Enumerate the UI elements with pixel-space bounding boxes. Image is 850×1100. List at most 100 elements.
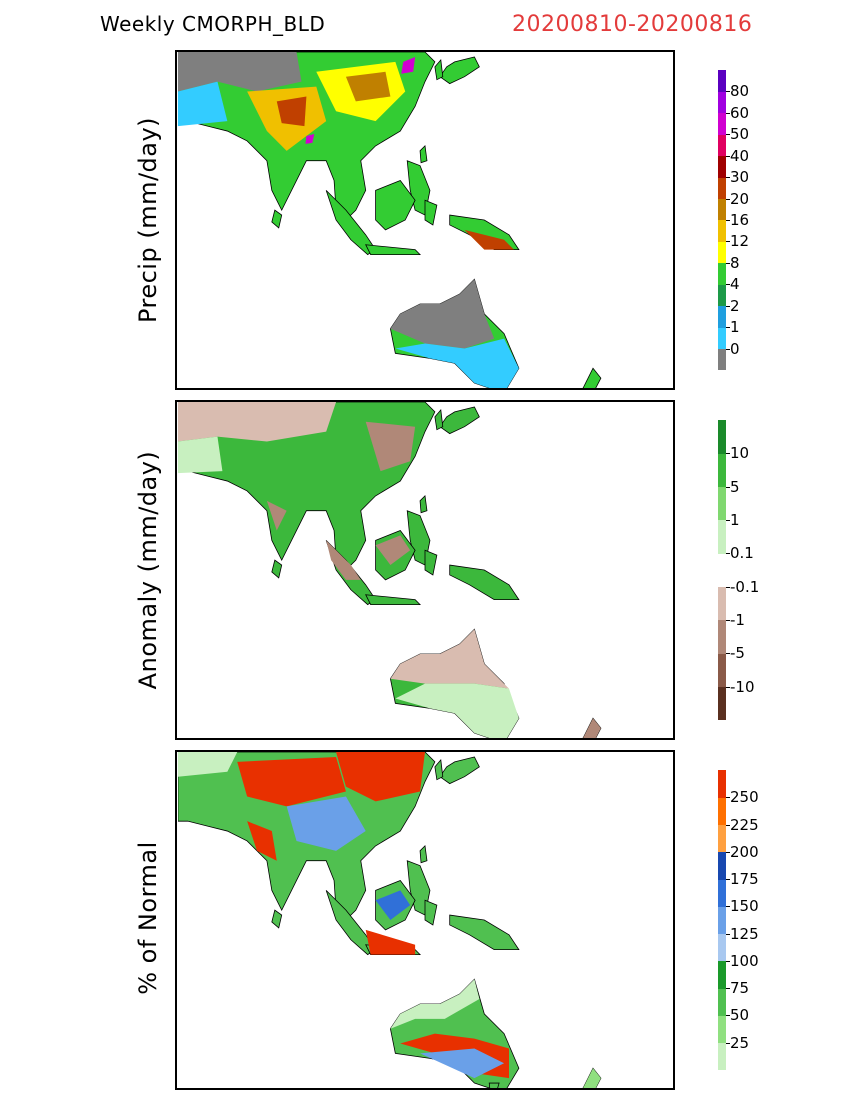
- colorbar-label: 8: [730, 253, 740, 272]
- colorbar-tick: [726, 960, 730, 962]
- panel-2-ylabel: Anomaly (mm/day): [134, 450, 162, 690]
- percent-normal-map-panel: [175, 750, 675, 1090]
- colorbar-swatch: [718, 553, 726, 588]
- colorbar-tick: [726, 284, 730, 286]
- colorbar-label: 10: [730, 444, 750, 463]
- colorbar-swatch: [718, 906, 726, 935]
- colorbar-label: 75: [730, 979, 750, 998]
- colorbar-label: 20: [730, 189, 750, 208]
- percent-normal-map: [177, 752, 673, 1088]
- colorbar-swatch: [718, 198, 726, 221]
- colorbar-tick: [726, 653, 730, 655]
- colorbar-label: 1: [730, 318, 740, 337]
- colorbar-swatch: [718, 1042, 726, 1071]
- colorbar-swatch: [718, 91, 726, 114]
- colorbar-tick: [726, 486, 730, 488]
- colorbar-label: 1: [730, 511, 740, 529]
- colorbar-tick: [726, 851, 730, 853]
- colorbar-label: 150: [730, 897, 759, 916]
- colorbar-tick: [726, 988, 730, 990]
- colorbar-label: 0: [730, 339, 740, 358]
- colorbar-swatch: [718, 134, 726, 157]
- colorbar-swatch: [718, 155, 726, 178]
- colorbar-label: 225: [730, 815, 759, 834]
- colorbar-swatch: [718, 70, 726, 92]
- colorbar-swatch: [718, 348, 726, 371]
- colorbar-swatch: [718, 960, 726, 989]
- colorbar-tick: [726, 91, 730, 93]
- colorbar-label: 5: [730, 477, 740, 496]
- anomaly-colorbar: [718, 420, 730, 721]
- colorbar-label: 50: [730, 1006, 750, 1025]
- colorbar-swatch: [718, 586, 726, 621]
- colorbar-label: 0.1: [730, 544, 754, 563]
- colorbar-swatch: [718, 686, 726, 721]
- precip-map: [177, 52, 673, 388]
- colorbar-swatch: [718, 1015, 726, 1044]
- colorbar-tick: [726, 453, 730, 455]
- colorbar-swatch: [718, 933, 726, 962]
- colorbar-tick: [726, 620, 730, 621]
- colorbar-swatch: [718, 453, 726, 488]
- colorbar-tick: [726, 1042, 730, 1044]
- colorbar-tick: [726, 327, 730, 329]
- colorbar-label: 2: [730, 296, 740, 315]
- chart-title: Weekly CMORPH_BLD: [100, 12, 326, 36]
- colorbar-tick: [726, 1015, 730, 1017]
- panel-3-ylabel: % of Normal: [134, 841, 162, 995]
- colorbar-swatch: [718, 262, 726, 285]
- colorbar-swatch: [718, 284, 726, 307]
- colorbar-tick: [726, 686, 730, 688]
- colorbar-label: 4: [730, 275, 740, 294]
- anomaly-map: [177, 402, 673, 738]
- colorbar-tick: [726, 879, 730, 881]
- colorbar-swatch: [718, 770, 726, 798]
- colorbar-tick: [726, 241, 730, 243]
- colorbar-label: 50: [730, 125, 750, 144]
- colorbar-swatch: [718, 241, 726, 264]
- colorbar-swatch: [718, 824, 726, 853]
- date-range: 20200810-20200816: [512, 12, 753, 37]
- colorbar-swatch: [718, 797, 726, 826]
- colorbar-label: 30: [730, 168, 750, 187]
- colorbar-swatch: [718, 486, 726, 521]
- colorbar-swatch: [718, 220, 726, 242]
- colorbar-tick: [726, 797, 730, 799]
- panel-1-ylabel: Precip (mm/day): [134, 116, 162, 324]
- anomaly-map-panel: [175, 400, 675, 740]
- colorbar-tick: [726, 155, 730, 157]
- colorbar-swatch: [718, 177, 726, 200]
- colorbar-swatch: [718, 327, 726, 350]
- colorbar-tick: [726, 586, 730, 588]
- colorbar-swatch: [718, 653, 726, 688]
- colorbar-swatch: [718, 420, 726, 454]
- colorbar-label: -0.1: [730, 577, 760, 596]
- precip-map-panel: [175, 50, 675, 390]
- colorbar-swatch: [718, 305, 726, 328]
- colorbar-label: 175: [730, 870, 759, 889]
- colorbar-swatch: [718, 520, 726, 554]
- colorbar-tick: [726, 348, 730, 350]
- colorbar-tick: [726, 305, 730, 307]
- colorbar-label: 25: [730, 1033, 750, 1052]
- colorbar-tick: [726, 177, 730, 179]
- colorbar-label: 250: [730, 788, 759, 807]
- colorbar-tick: [726, 198, 730, 200]
- colorbar-tick: [726, 933, 730, 935]
- colorbar-swatch: [718, 620, 726, 654]
- colorbar-tick: [726, 553, 730, 555]
- colorbar-tick: [726, 134, 730, 136]
- colorbar-label: -10: [730, 677, 755, 696]
- colorbar-tick: [726, 112, 730, 114]
- colorbar-swatch: [718, 851, 726, 880]
- colorbar-label: 200: [730, 842, 759, 861]
- colorbar-label: -1: [730, 611, 745, 629]
- colorbar-tick: [726, 262, 730, 264]
- colorbar-label: 80: [730, 82, 750, 101]
- precip-colorbar: [718, 70, 730, 371]
- colorbar-label: 16: [730, 211, 750, 229]
- colorbar-tick: [726, 906, 730, 908]
- colorbar-label: 125: [730, 924, 759, 943]
- colorbar-swatch: [718, 988, 726, 1016]
- colorbar-label: 100: [730, 951, 759, 970]
